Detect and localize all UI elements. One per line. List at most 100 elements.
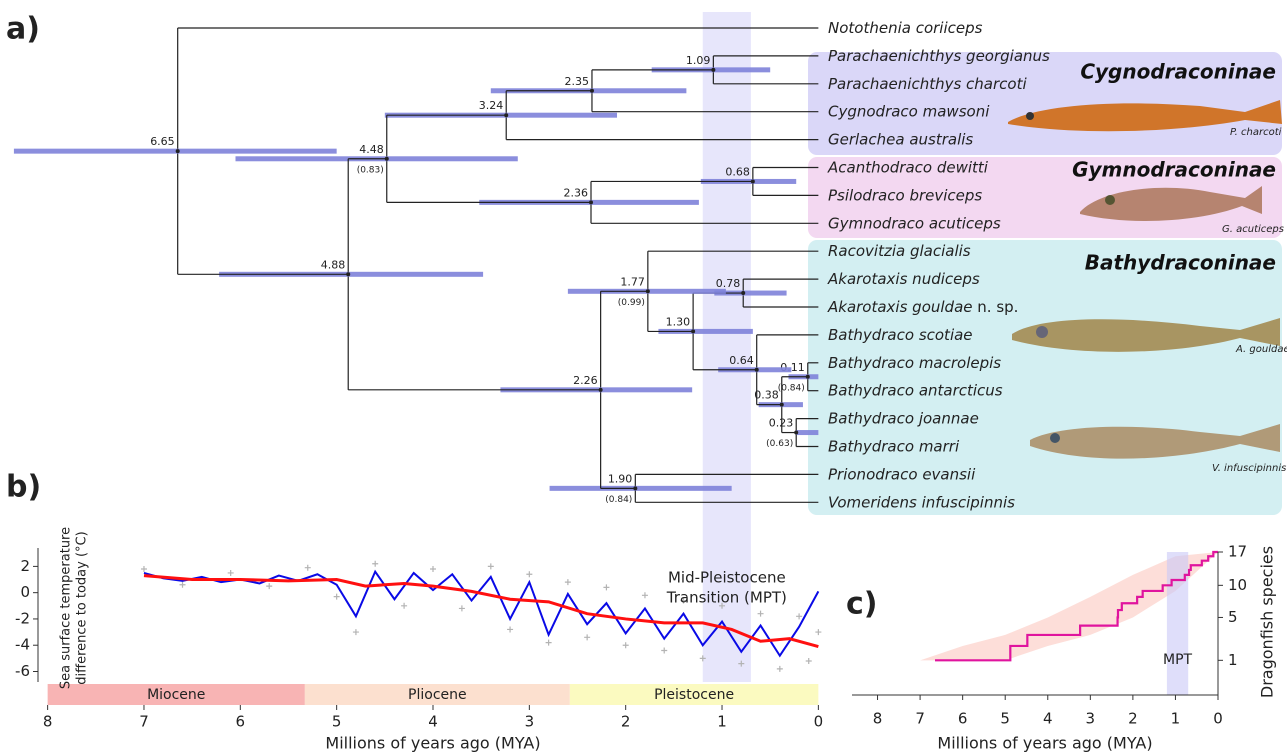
data-point — [584, 634, 591, 641]
x-tick-label: 5 — [332, 713, 342, 731]
tip-name: Akarotaxis gouldae — [827, 298, 973, 316]
y-tick-label: 0 — [20, 583, 30, 601]
clade-name: Cygnodraconinae — [1080, 60, 1276, 84]
data-point — [719, 602, 726, 609]
tip-label: Vomeridens infuscipinnis — [828, 493, 1015, 511]
y-tick-label: -4 — [15, 636, 30, 654]
node-age: 0.64 — [729, 354, 754, 367]
data-point — [738, 660, 745, 667]
data-point — [372, 560, 379, 567]
node-age: 0.68 — [725, 165, 750, 178]
tip-name: Parachaenichthys charcoti — [828, 74, 1027, 92]
x-tick-label: 2 — [1128, 710, 1138, 728]
tip-name: Racovitzia glacialis — [828, 242, 971, 260]
data-point — [507, 626, 514, 633]
data-point — [352, 629, 359, 636]
y-tick-label: -2 — [15, 609, 30, 627]
x-tick-label: 5 — [1000, 710, 1010, 728]
data-point — [603, 584, 610, 591]
mpt-band — [702, 12, 751, 682]
y-axis-title: difference to today (°C) — [75, 531, 90, 684]
data-point — [304, 564, 311, 571]
node-age: 1.77 — [620, 275, 645, 288]
fish-illustration — [1080, 186, 1262, 221]
data-point — [545, 639, 552, 646]
x-tick-label: 2 — [621, 713, 631, 731]
tip-name: Bathydraco joannae — [828, 409, 979, 427]
node-age: 2.36 — [564, 186, 589, 199]
hpd-bar — [13, 148, 337, 154]
y-tick-label: 5 — [1228, 608, 1238, 626]
data-point — [796, 613, 803, 620]
tip-name: Akarotaxis nudiceps — [827, 270, 980, 288]
epoch — [47, 684, 305, 705]
epoch-name: Miocene — [147, 687, 205, 703]
x-tick-label: 7 — [915, 710, 925, 728]
x-tick-label: 0 — [814, 713, 824, 731]
hpd-bar — [796, 430, 819, 436]
tip-label: Bathydraco antarcticus — [828, 381, 1003, 399]
x-tick-label: 3 — [1086, 710, 1096, 728]
node-age: 0.78 — [716, 277, 741, 290]
node-age: 4.48 — [359, 143, 384, 156]
tip-label: Parachaenichthys charcoti — [828, 74, 1027, 92]
epoch — [569, 684, 819, 705]
clade-name: Gymnodraconinae — [1072, 158, 1276, 182]
tip-name: Prionodraco evansii — [828, 465, 976, 483]
x-axis-title: Millions of years ago (MYA) — [325, 734, 540, 753]
confidence-band — [852, 552, 1218, 661]
tip-label: Akarotaxis nudiceps — [827, 270, 980, 288]
y-tick-label: 2 — [20, 557, 30, 575]
x-tick-label: 0 — [1213, 710, 1223, 728]
tip-name: Bathydraco macrolepis — [828, 353, 1001, 371]
clade-name: Bathydraconinae — [1085, 251, 1276, 275]
hpd-bar — [549, 485, 732, 491]
node-support: (0.99) — [618, 298, 645, 308]
tip-label: Racovitzia glacialis — [828, 242, 971, 260]
data-point — [776, 665, 783, 672]
data-point — [661, 647, 668, 654]
y-tick-label: -6 — [15, 662, 30, 680]
node-age: 1.30 — [666, 315, 691, 328]
fish-caption: G. acuticeps — [1222, 224, 1284, 235]
annotation: Mid-Pleistocene — [668, 569, 786, 587]
data-point — [487, 563, 494, 570]
data-point — [805, 657, 812, 664]
data-point — [333, 593, 340, 600]
node-age: 3.24 — [479, 99, 504, 112]
fish-caption: P. charcoti — [1230, 127, 1282, 138]
node-support: (0.83) — [357, 165, 384, 175]
tip-label: Bathydraco scotiae — [828, 325, 973, 343]
node-age: 1.90 — [608, 472, 633, 485]
data-point — [401, 602, 408, 609]
hpd-bar — [658, 328, 753, 334]
tip-name: Gymnodraco acuticeps — [828, 214, 1001, 232]
y-tick-label: 10 — [1228, 576, 1247, 594]
tip-label: Cygnodraco mawsoni — [828, 102, 990, 120]
data-point — [266, 583, 273, 590]
node — [175, 149, 180, 154]
tip-label: Parachaenichthys georgianus — [828, 46, 1050, 64]
data-point — [564, 579, 571, 586]
fish-illustration — [1008, 100, 1282, 132]
tip-label: Psilodraco breviceps — [828, 186, 982, 204]
x-tick-label: 3 — [525, 713, 535, 731]
hpd-bar — [219, 271, 484, 277]
x-tick-label: 4 — [428, 713, 438, 731]
x-tick-label: 1 — [717, 713, 727, 731]
tip-label: Akarotaxis gouldae n. sp. — [827, 298, 1018, 316]
epoch — [304, 684, 570, 705]
data-point — [815, 629, 822, 636]
tip-name: Acanthodraco dewitti — [827, 158, 989, 176]
node-age: 4.88 — [321, 258, 346, 271]
tip-label: Gerlachea australis — [828, 130, 973, 148]
tip-name: Notothenia coriiceps — [828, 19, 983, 37]
fish-caption: V. infuscipinnis — [1212, 463, 1286, 474]
y-axis-title: Sea surface temperature — [59, 527, 74, 689]
y-tick-label: 17 — [1228, 543, 1247, 561]
x-tick-label: 4 — [1043, 710, 1053, 728]
data-line — [143, 569, 820, 658]
data-point — [699, 655, 706, 662]
x-tick-label: 6 — [958, 710, 968, 728]
